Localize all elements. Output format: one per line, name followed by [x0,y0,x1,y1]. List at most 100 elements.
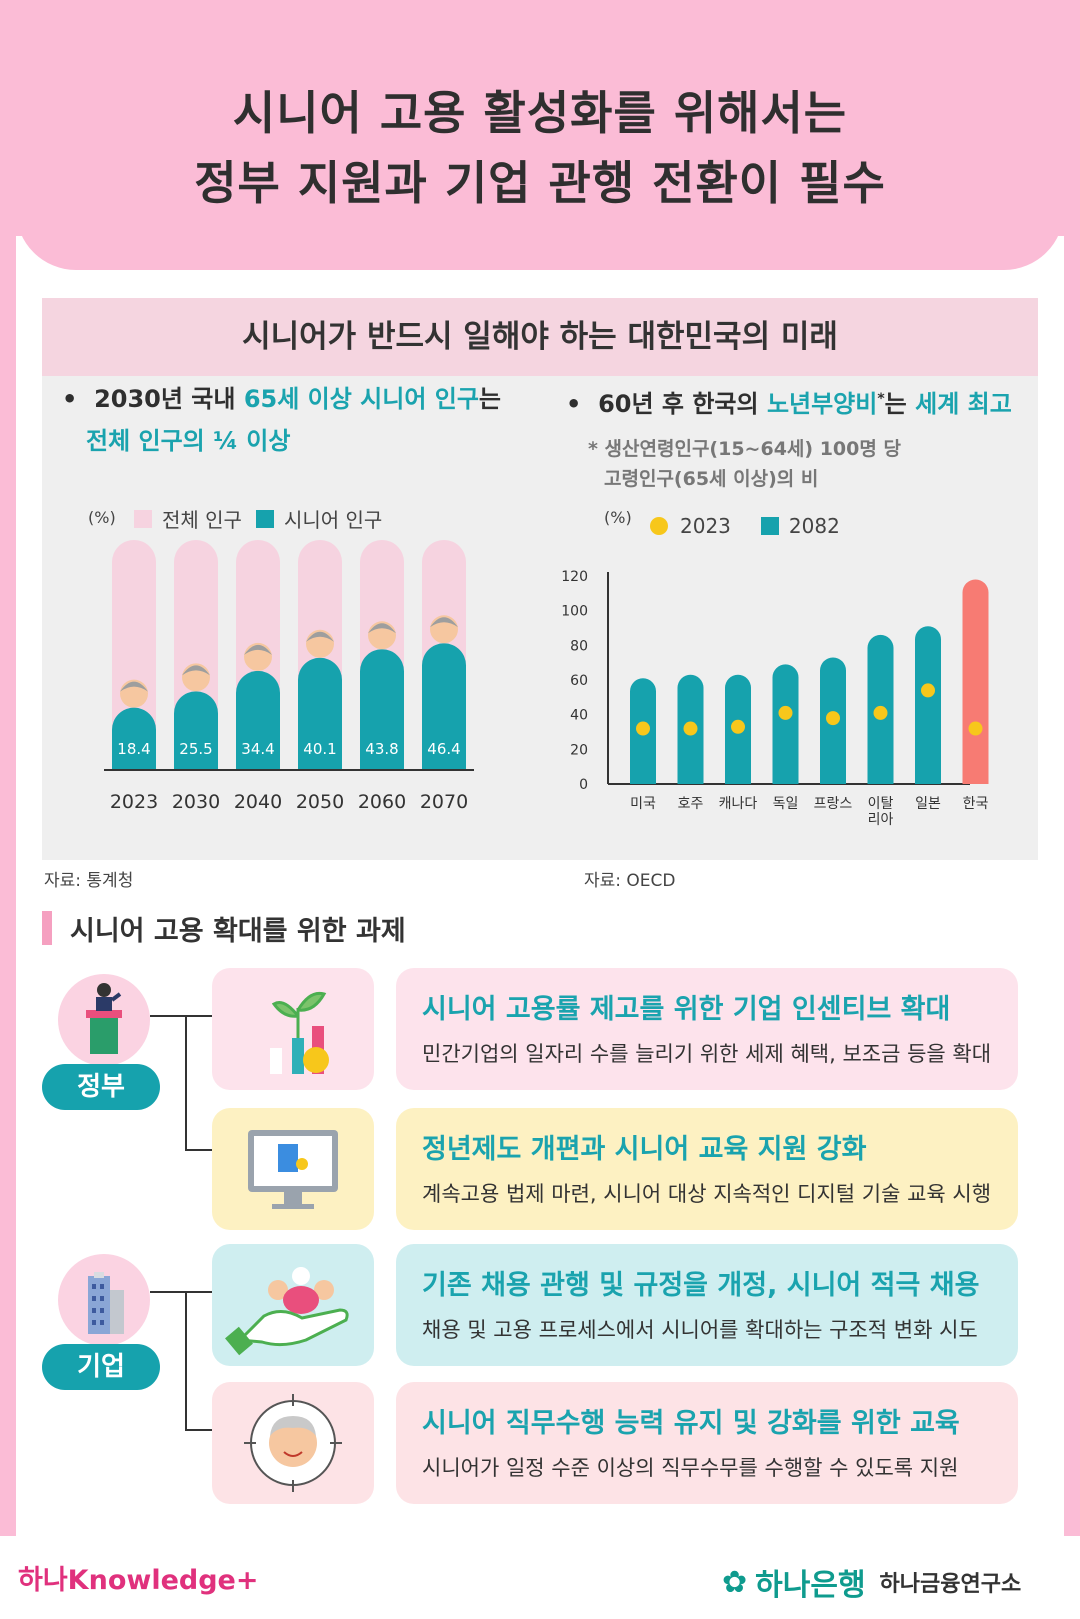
senior-hair [306,631,334,642]
ratio-2082-bar [962,579,989,784]
senior-hair [182,665,210,676]
country-tick-line: 이탈 [868,796,894,812]
hana-mark-icon: ✿ [722,1564,748,1600]
footnote: * 생산연령인구(15~64세) 100명 당 고령인구(65세 이상)의 비 [588,434,901,494]
senior-hair [120,681,148,692]
y-tick-label: 20 [570,742,588,758]
task-1-title: 시니어 고용률 제고를 위한 기업 인센티브 확대 [422,994,951,1025]
building-icon [88,1272,124,1334]
ratio-2023-dot [968,721,983,736]
legend-swatch-2023 [650,517,668,535]
right-legend: 2023 2082 [636,514,840,538]
task-3-title: 기존 채용 관행 및 규정을 개정, 시니어 적극 채용 [422,1270,980,1301]
senior-value-label: 40.1 [303,740,336,758]
year-tick-label: 2040 [234,791,282,813]
task-4-body: 시니어가 일정 수준 이상의 직무수무를 수행할 수 있도록 지원 [422,1456,959,1480]
legend-total-label: 전체 인구 [162,508,242,532]
legend-2082-label: 2082 [788,514,840,538]
monitor-icon [248,1130,338,1209]
task-3-body: 채용 및 고용 프로세스에서 시니어를 확대하는 구조적 변화 시도 [422,1318,978,1342]
title-line-2: 정부 지원과 기업 관행 전환이 필수 [194,156,886,210]
biz-circle [58,1254,150,1346]
country-tick-label: 이탈 리아 [868,796,894,828]
tasks-heading-text: 시니어 고용 확대를 위한 과제 [70,915,406,947]
senior-hair [430,617,458,628]
senior-value-label: 43.8 [365,740,398,758]
right-bullet-mid: 는 [884,390,916,418]
gov-pill: 정부 [42,1064,160,1110]
right-bullet-pre: 60년 후 한국의 [598,390,767,418]
y-tick-label: 120 [561,569,588,585]
country-tick-label: 한국 [963,796,989,812]
senior-target-icon [244,1394,342,1492]
ratio-2023-dot [873,705,888,720]
hana-bank-name: 하나은행 [755,1568,866,1603]
task-1-card: 시니어 고용률 제고를 위한 기업 인센티브 확대 민간기업의 일자리 수를 늘… [396,968,1018,1090]
ratio-2023-dot [778,705,793,720]
hana-knowledge-logo: 하나Knowledge+ [18,1565,259,1596]
left-bullet-post: 는 [478,385,502,413]
footer [0,1536,1080,1619]
senior-value-label: 46.4 [427,740,460,758]
country-tick-label: 프랑스 [814,796,853,812]
year-tick-label: 2070 [420,791,468,813]
task-4-icon-card [212,1382,374,1504]
country-tick-label: 캐나다 [719,796,758,812]
year-tick-label: 2030 [172,791,220,813]
year-tick-label: 2050 [296,791,344,813]
ratio-2082-bar [772,664,799,784]
senior-hair [244,644,272,655]
task-3-icon-card [212,1244,374,1366]
title-line-1: 시니어 고용 활성화를 위해서는 [232,86,848,140]
y-tick-label: 100 [561,604,588,620]
ratio-2023-dot [921,683,935,698]
left-bullet-highlight: 65세 이상 시니어 인구 [243,385,479,413]
y-tick-label: 60 [570,673,588,689]
growth-coin-icon [270,991,329,1074]
left-bullet-line-2: 전체 인구의 ¼ 이상 [86,427,291,455]
country-tick-label: 미국 [630,796,656,812]
y-tick-label: 80 [570,638,588,654]
senior-bar [112,707,156,770]
y-tick-label: 40 [570,708,588,724]
task-4-card: 시니어 직무수행 능력 유지 및 강화를 위한 교육 시니어가 일정 수준 이상… [396,1382,1018,1504]
senior-value-label: 18.4 [117,740,150,758]
legend-swatch-2082 [760,517,779,535]
bullet-dot: • [62,385,95,413]
dependency-chart: 0 20 40 60 80 100 120 미국 호주 캐나다 독일 프랑스 이탈 리아 일본 한국 [561,569,989,828]
footnote-line-2: 고령인구(65세 이상)의 비 [604,468,819,490]
task-2-body: 계속고용 법제 마련, 시니어 대상 지속적인 디지털 기술 교육 시행 [422,1182,992,1206]
hana-bank-logo: ✿ 하나은행 하나금융연구소 [722,1560,1021,1604]
task-2-title: 정년제도 개편과 시니어 교육 지원 강화 [422,1134,867,1165]
left-source: 자료: 통계청 [44,871,134,891]
right-bullet: • 60년 후 한국의 노년부양비*는 세계 최고 [566,378,1012,425]
left-bullet: • 2030년 국내 65세 이상 시니어 인구는 전체 인구의 ¼ 이상 [62,378,501,462]
senior-bar [422,643,466,770]
right-source: 자료: OECD [584,871,676,891]
year-tick-label: 2023 [110,791,158,813]
senior-hair [368,623,396,634]
task-2-card: 정년제도 개편과 시니어 교육 지원 강화 계속고용 법제 마련, 시니어 대상… [396,1108,1018,1230]
page-title: 시니어 고용 활성화를 위해서는 정부 지원과 기업 관행 전환이 필수 [0,78,1080,218]
right-bullet-star: * [877,391,885,407]
hand-people-icon [225,1267,349,1356]
senior-value-label: 34.4 [241,740,274,758]
ratio-2023-dot [826,711,840,726]
task-1-icon-card [212,968,374,1090]
left-bullet-line-1: • 2030년 국내 65세 이상 시니어 인구는 [62,378,501,420]
gov-circle [58,974,150,1066]
y-tick-label: 0 [579,777,588,793]
country-tick-label: 독일 [773,796,799,812]
task-2-icon-card [212,1108,374,1230]
tasks-heading: 시니어 고용 확대를 위한 과제 [42,910,406,947]
senior-bar [298,657,342,770]
legend-senior-label: 시니어 인구 [283,508,383,532]
right-bullet-highlight-1: 노년부양비 [766,390,878,418]
group-connectors [150,1015,212,1431]
ratio-2023-dot [683,721,698,736]
legend-swatch-senior [255,509,274,528]
footnote-line-1: * 생산연령인구(15~64세) 100명 당 [588,438,901,460]
ratio-2023-dot [636,721,650,736]
ratio-2023-dot [731,719,745,734]
right-unit-label: (%) [604,508,632,527]
